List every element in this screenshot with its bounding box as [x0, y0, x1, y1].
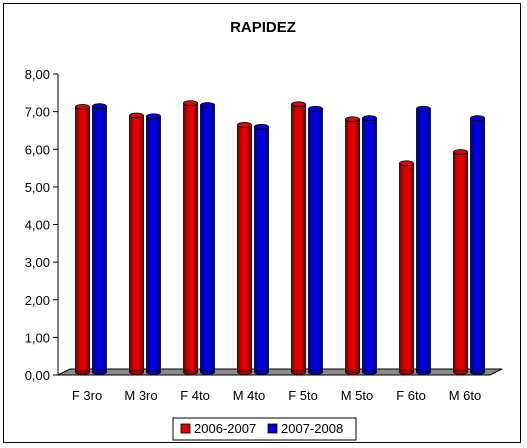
bar-body [75, 106, 90, 373]
legend-label: 2006-2007 [194, 421, 256, 436]
bar-red [345, 116, 360, 375]
bar-body [345, 118, 360, 373]
bar-bottom-cap [470, 369, 485, 375]
rapidez-chart: RAPIDEZ 0,00 1,00 2,00 3,00 4,00 5,00 6,00 7,00… [25, 19, 503, 441]
bar-body [92, 105, 107, 373]
chart-title: RAPIDEZ [230, 19, 296, 36]
y-tick-label: 1,00 [25, 330, 50, 345]
y-tick-label: 5,00 [25, 180, 50, 195]
bar-top-cap [470, 115, 485, 122]
bar-top-cap [308, 105, 323, 112]
bar-red [399, 160, 414, 375]
legend: 2006-2007 2007-2008 [172, 417, 357, 441]
chart-frame: RAPIDEZ 0,00 1,00 2,00 3,00 4,00 5,00 6,00 7,00… [3, 3, 521, 443]
bar-top-cap [345, 116, 360, 123]
bars [75, 100, 485, 375]
bar-bottom-cap [453, 369, 468, 375]
x-tick-label: M 5to [341, 388, 374, 403]
bar-body [470, 117, 485, 373]
x-tick-label: M 6to [449, 388, 482, 403]
y-tick-label: 7,00 [25, 105, 50, 120]
bar-bottom-cap [75, 369, 90, 375]
bar-bottom-cap [362, 369, 377, 375]
bar-top-cap [183, 100, 198, 106]
bar-top-cap [291, 101, 306, 108]
bar-top-cap [237, 122, 252, 128]
bar-body [453, 151, 468, 373]
x-tick-label: M 4to [233, 388, 266, 403]
bar-top-cap [146, 113, 161, 120]
y-tick-label: 2,00 [25, 293, 50, 308]
bar-top-cap [129, 112, 144, 119]
bar-body [146, 115, 161, 373]
bar-bottom-cap [200, 369, 215, 375]
y-tick-label: 8,00 [25, 67, 50, 82]
bar-bottom-cap [129, 369, 144, 375]
bar-top-cap [453, 149, 468, 155]
bar-blue [92, 103, 107, 375]
bar-body [183, 102, 198, 373]
bar-bottom-cap [399, 369, 414, 375]
bar-bottom-cap [254, 369, 269, 375]
bar-blue [362, 115, 377, 375]
bar-top-cap [416, 105, 431, 112]
bar-body [416, 108, 431, 373]
bar-bottom-cap [92, 369, 107, 375]
bar-red [453, 149, 468, 375]
bar-body [129, 115, 144, 373]
bar-bottom-cap [345, 369, 360, 375]
bar-red [237, 122, 252, 375]
bar-top-cap [75, 103, 90, 110]
x-tick-label: F 5to [288, 388, 318, 403]
x-tick-label: M 3ro [124, 388, 157, 403]
legend-swatch [180, 423, 191, 434]
bar-top-cap [362, 115, 377, 122]
axes: 0,00 1,00 2,00 3,00 4,00 5,00 6,00 7,00 8,00 F 3r… [25, 67, 482, 403]
bar-top-cap [92, 103, 107, 110]
legend-box [172, 417, 357, 441]
bar-body [399, 162, 414, 373]
floor-plane [57, 368, 503, 376]
x-tick-label: F 6to [396, 388, 426, 403]
y-tick-label: 0,00 [25, 368, 50, 383]
y-tick-label: 4,00 [25, 218, 50, 233]
legend-label: 2007-2008 [281, 421, 343, 436]
y-tick-label: 6,00 [25, 142, 50, 157]
bar-red [183, 100, 198, 375]
bar-blue [146, 113, 161, 375]
bar-body [254, 126, 269, 373]
bar-red [291, 101, 306, 375]
bar-body [308, 108, 323, 373]
bar-top-cap [200, 102, 215, 108]
bar-bottom-cap [291, 369, 306, 375]
bar-bottom-cap [183, 369, 198, 375]
bar-blue [416, 105, 431, 375]
bar-body [237, 124, 252, 373]
bar-body [200, 104, 215, 373]
bar-body [291, 103, 306, 373]
x-tick-label: F 3ro [72, 388, 102, 403]
legend-swatch [267, 423, 278, 434]
bar-blue [200, 102, 215, 375]
y-tick-label: 3,00 [25, 255, 50, 270]
bar-top-cap [399, 160, 414, 167]
bar-body [362, 117, 377, 373]
bar-top-cap [254, 123, 269, 130]
bar-blue [470, 115, 485, 375]
bar-bottom-cap [308, 369, 323, 375]
bar-red [75, 103, 90, 375]
bar-bottom-cap [146, 369, 161, 375]
chart-floor [57, 368, 503, 376]
x-tick-label: F 4to [180, 388, 210, 403]
bar-bottom-cap [237, 369, 252, 375]
bar-blue [254, 123, 269, 375]
bar-red [129, 112, 144, 375]
bar-blue [308, 105, 323, 375]
bar-bottom-cap [416, 369, 431, 375]
